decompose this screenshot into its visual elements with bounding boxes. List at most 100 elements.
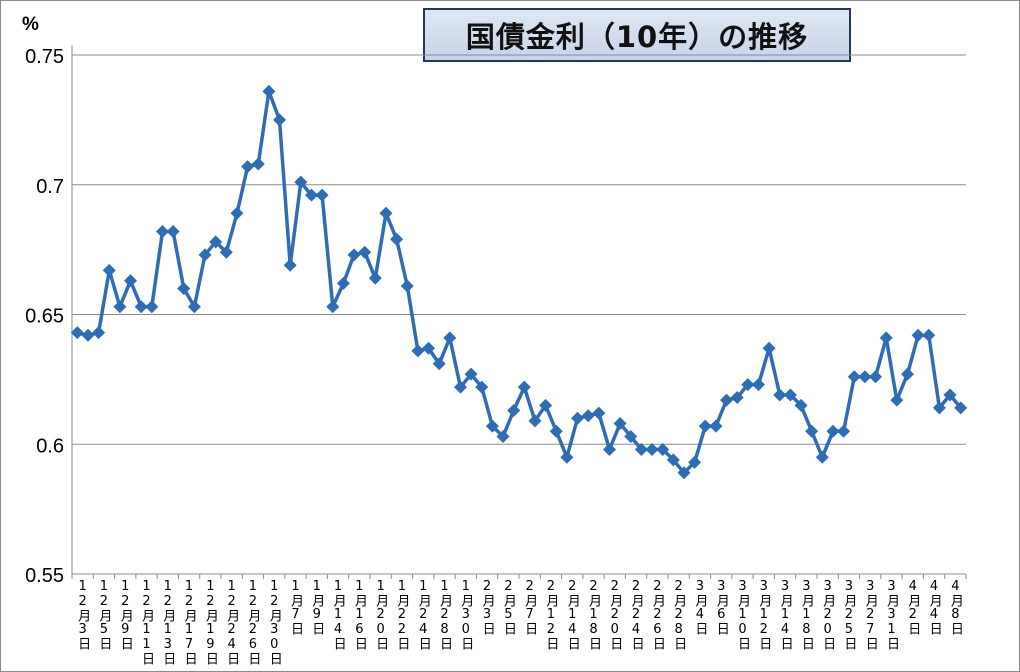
x-tick-label: 2月18日	[586, 579, 602, 650]
data-point-marker	[645, 442, 659, 456]
data-point-marker	[336, 276, 350, 290]
data-point-marker	[485, 419, 499, 433]
x-tick-label: 2月3日	[480, 579, 496, 635]
x-tick-label: 2月26日	[650, 579, 666, 650]
x-tick-label: 12月11日	[139, 579, 155, 665]
data-point-marker	[262, 84, 276, 98]
x-tick-label: 3月31日	[884, 579, 900, 650]
y-tick-label: 0.7	[36, 176, 64, 198]
x-tick-label: 12月5日	[96, 579, 112, 650]
x-tick-label: 3月20日	[820, 579, 836, 650]
x-tick-label: 3月4日	[692, 579, 708, 635]
y-tick-label: 0.75	[25, 46, 64, 68]
data-point-marker	[592, 406, 606, 420]
data-point-marker	[81, 328, 95, 342]
data-point-marker	[677, 466, 691, 480]
x-tick-label: 3月12日	[756, 579, 772, 650]
data-point-marker	[304, 188, 318, 202]
data-point-marker	[198, 248, 212, 262]
x-tick-label: 1月20日	[373, 579, 389, 650]
data-point-marker	[368, 271, 382, 285]
data-point-marker	[155, 224, 169, 238]
data-point-marker	[879, 331, 893, 345]
data-point-marker	[911, 328, 925, 342]
data-point-marker	[634, 442, 648, 456]
y-tick-label: 0.6	[36, 435, 64, 457]
data-point-marker	[656, 442, 670, 456]
series-line	[76, 89, 963, 475]
x-tick-label: 2月14日	[565, 579, 581, 650]
x-tick-label: 1月16日	[352, 579, 368, 650]
x-tick-label: 12月3日	[75, 579, 91, 650]
x-tick-label: 1月22日	[394, 579, 410, 650]
data-point-marker	[613, 416, 627, 430]
data-point-marker	[219, 245, 233, 259]
chart-title-box: 国債金利（10年）の推移	[423, 8, 851, 62]
x-tick-label: 1月9日	[309, 579, 325, 635]
data-point-marker	[751, 378, 765, 392]
data-point-marker	[730, 391, 744, 405]
x-tick-label: 1月24日	[416, 579, 432, 650]
data-point-marker	[187, 300, 201, 314]
data-point-marker	[273, 113, 287, 127]
data-point-marker	[411, 344, 425, 358]
x-tick-label: 3月14日	[778, 579, 794, 650]
data-point-marker	[145, 300, 159, 314]
data-point-marker	[869, 370, 883, 384]
y-tick-label: 0.65	[25, 306, 64, 328]
x-tick-label: 3月27日	[863, 579, 879, 650]
x-tick-label: 4月2日	[905, 579, 921, 635]
data-point-marker	[539, 398, 553, 412]
data-point-marker	[741, 378, 755, 392]
data-point-marker	[581, 409, 595, 423]
x-tick-label: 3月25日	[841, 579, 857, 650]
data-point-marker	[294, 175, 308, 189]
data-point-marker	[549, 424, 563, 438]
x-tick-label: 1月7日	[288, 579, 304, 635]
y-tick-labels: 0.55 0.6 0.65 0.7 0.75	[25, 46, 64, 587]
data-point-marker	[92, 326, 106, 340]
data-point-marker	[847, 370, 861, 384]
x-tick-labels: 12月3日 12月5日 12月9日 12月11日 12月13日 12月17日 12月19日 1…	[75, 579, 963, 665]
x-tick-label: 2月7日	[522, 579, 538, 635]
data-point-marker	[666, 453, 680, 467]
data-point-marker	[922, 328, 936, 342]
series-layer	[70, 84, 968, 480]
x-tick-label: 3月18日	[799, 579, 815, 650]
data-point-marker	[773, 388, 787, 402]
x-tick-label: 1月28日	[437, 579, 453, 650]
data-point-marker	[624, 429, 638, 443]
data-point-marker	[815, 450, 829, 464]
data-point-marker	[283, 258, 297, 272]
x-tick-label: 12月13日	[160, 579, 176, 665]
x-tick-label: 12月30日	[267, 579, 283, 665]
x-tick-label: 12月24日	[224, 579, 240, 665]
data-point-marker	[602, 442, 616, 456]
data-point-marker	[443, 331, 457, 345]
data-point-marker	[720, 393, 734, 407]
data-point-marker	[102, 263, 116, 277]
axes	[71, 45, 967, 579]
data-point-marker	[347, 248, 361, 262]
data-point-marker	[890, 393, 904, 407]
data-point-marker	[251, 157, 265, 171]
data-point-marker	[826, 424, 840, 438]
data-point-marker	[900, 367, 914, 381]
data-point-marker	[783, 388, 797, 402]
data-point-marker	[517, 380, 531, 394]
x-tick-label: 4月4日	[927, 579, 943, 635]
data-point-marker	[805, 424, 819, 438]
data-point-marker	[954, 401, 968, 415]
data-point-marker	[932, 401, 946, 415]
data-point-marker	[400, 279, 414, 293]
x-tick-label: 2月20日	[607, 579, 623, 650]
data-point-marker	[560, 450, 574, 464]
data-point-marker	[124, 274, 138, 288]
data-point-marker	[496, 429, 510, 443]
data-point-marker	[453, 380, 467, 394]
data-point-marker	[528, 414, 542, 428]
data-point-marker	[464, 367, 478, 381]
x-tick-label: 2月5日	[501, 579, 517, 635]
x-tick-label: 1月30日	[458, 579, 474, 650]
